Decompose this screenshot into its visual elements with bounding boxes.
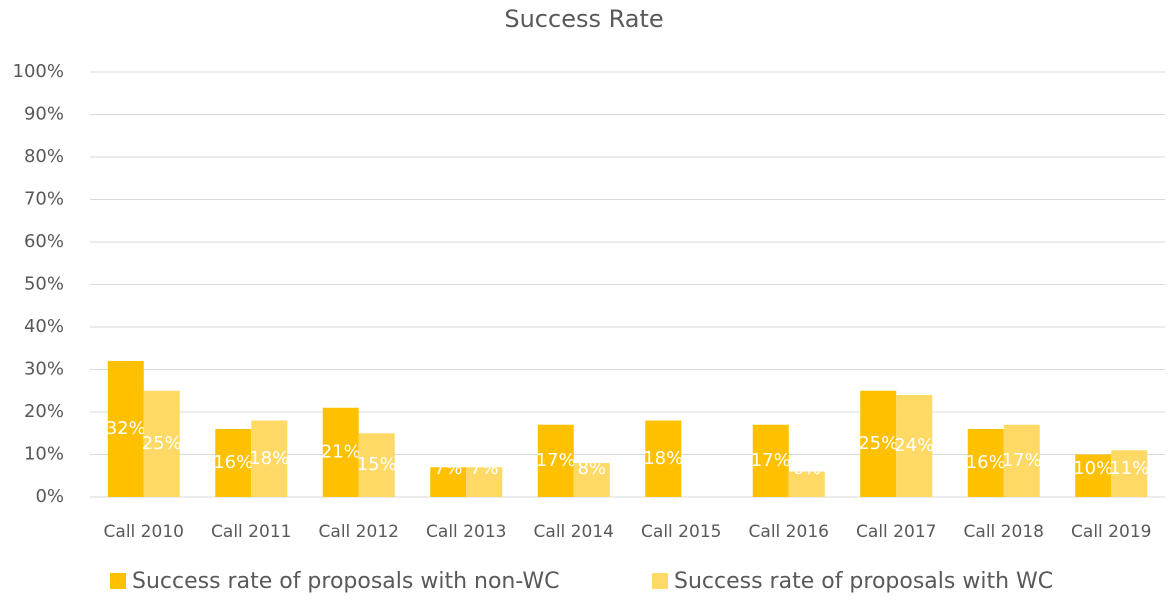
data-label: 7% (434, 458, 463, 479)
x-tick-label: Call 2012 (319, 522, 399, 542)
x-tick-label: Call 2015 (641, 522, 721, 542)
x-tick-label: Call 2019 (1071, 522, 1151, 542)
legend-swatch (652, 573, 668, 589)
x-tick-label: Call 2016 (749, 522, 829, 542)
y-tick-label: 20% (24, 401, 64, 422)
x-tick-label: Call 2011 (211, 522, 291, 542)
bar (573, 463, 610, 497)
data-label: 17% (751, 450, 791, 471)
y-tick-label: 60% (24, 231, 64, 252)
chart-title: Success Rate (504, 5, 663, 33)
bar (251, 420, 288, 497)
data-label: 32% (106, 418, 146, 439)
data-label: 11% (1109, 458, 1149, 479)
data-label: 25% (858, 433, 898, 454)
bar (322, 407, 359, 497)
x-tick-label: Call 2017 (856, 522, 936, 542)
y-tick-label: 50% (24, 274, 64, 295)
legend-label: Success rate of proposals with WC (674, 569, 1053, 594)
data-label: 25% (142, 433, 182, 454)
y-tick-label: 0% (35, 486, 64, 507)
data-label: 15% (357, 454, 397, 475)
y-tick-label: 100% (13, 61, 64, 82)
bar (967, 429, 1004, 497)
x-tick-label: Call 2018 (964, 522, 1044, 542)
y-tick-label: 40% (24, 316, 64, 337)
legend-swatch (110, 573, 126, 589)
y-tick-label: 90% (24, 104, 64, 125)
bar (430, 467, 467, 497)
bar (1003, 424, 1040, 497)
bar (896, 395, 933, 497)
y-tick-label: 30% (24, 359, 64, 380)
bar (1111, 450, 1148, 497)
bar (215, 429, 252, 497)
bar (1075, 454, 1112, 497)
data-label: 24% (894, 435, 934, 456)
bar (466, 467, 503, 497)
bar (358, 433, 395, 497)
x-tick-label: Call 2013 (426, 522, 506, 542)
data-label: 18% (643, 448, 683, 469)
data-label: 7% (470, 458, 499, 479)
data-label: 16% (966, 452, 1006, 473)
bar (143, 390, 180, 497)
data-label: 17% (536, 450, 576, 471)
data-label: 17% (1002, 450, 1042, 471)
data-label: 16% (213, 452, 253, 473)
data-label: 18% (249, 448, 289, 469)
data-label: 6% (792, 458, 821, 479)
legend-label: Success rate of proposals with non-WC (132, 569, 560, 594)
x-tick-label: Call 2014 (534, 522, 614, 542)
bar (752, 424, 789, 497)
y-tick-label: 10% (24, 444, 64, 465)
data-label: 21% (321, 441, 361, 462)
data-label: 10% (1073, 458, 1113, 479)
x-tick-label: Call 2010 (104, 522, 184, 542)
data-label: 8% (577, 458, 606, 479)
y-tick-label: 80% (24, 146, 64, 167)
bar (788, 471, 825, 497)
bar (537, 424, 574, 497)
bar (107, 361, 144, 497)
y-tick-label: 70% (24, 189, 64, 210)
bar (645, 420, 682, 497)
bar (860, 390, 897, 497)
